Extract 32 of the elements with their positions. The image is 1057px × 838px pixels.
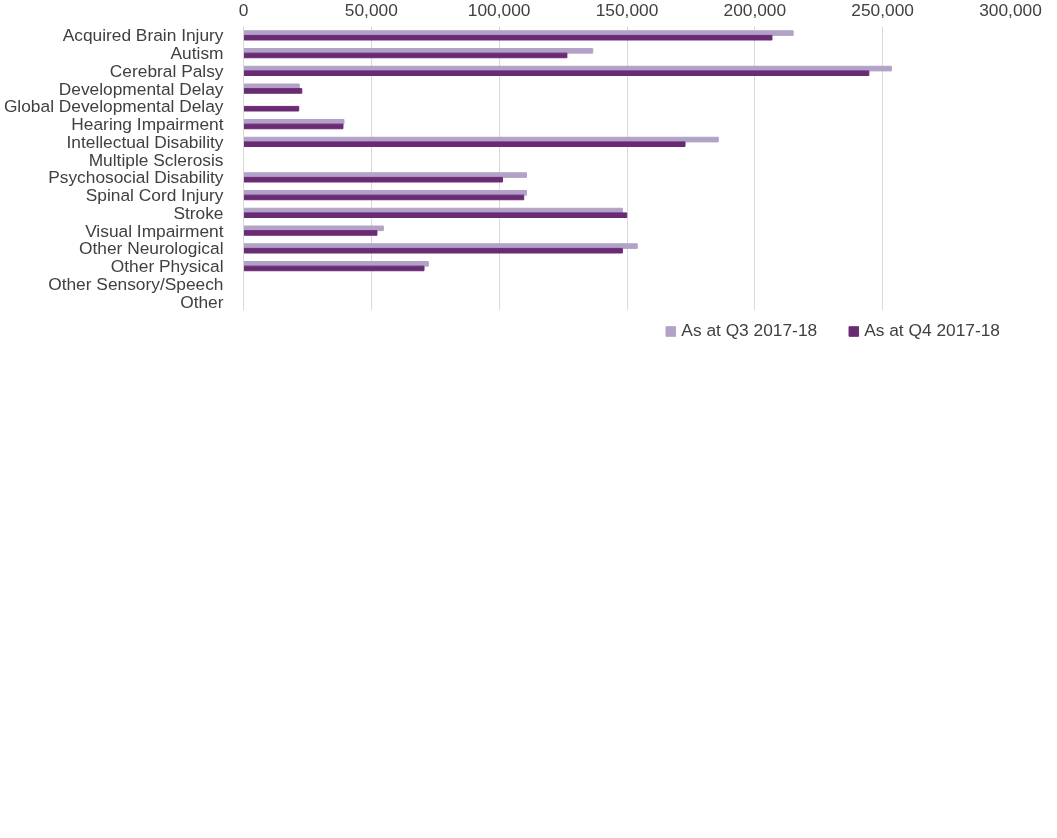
y-tick-label: Spinal Cord Injury [85,185,224,206]
y-tick-label: Other [180,291,224,312]
bar [243,172,528,178]
bar [243,88,303,94]
bar [243,70,870,76]
bar [243,176,503,183]
x-tick-label: 100,000 [467,0,531,20]
bar [243,243,638,249]
x-tick-label: 0 [238,0,249,20]
bar [243,34,773,41]
legend-label: As at Q3 2017-18 [681,320,818,341]
bar [243,265,425,272]
bar [243,212,628,218]
x-tick-label: 300,000 [979,0,1042,20]
x-tick-label: 150,000 [595,0,659,20]
legend-label: As at Q4 2017-18 [864,320,1000,341]
x-tick-label: 250,000 [851,0,914,20]
x-tick-label: 200,000 [723,0,787,20]
bar [243,247,623,254]
bar [243,105,300,112]
y-tick-label: Other Physical [110,256,224,277]
bar [243,230,378,236]
bar [243,225,384,232]
bar [243,123,344,130]
x-tick-label: 50,000 [344,0,398,20]
y-tick-label: Acquired Brain Injury [62,25,224,46]
y-tick-label: Hearing Impairment [71,114,224,135]
bar [243,141,686,147]
bar [243,30,794,36]
bar [243,52,568,59]
y-tick-label: Visual Impairment [85,220,224,241]
bar [243,194,525,201]
